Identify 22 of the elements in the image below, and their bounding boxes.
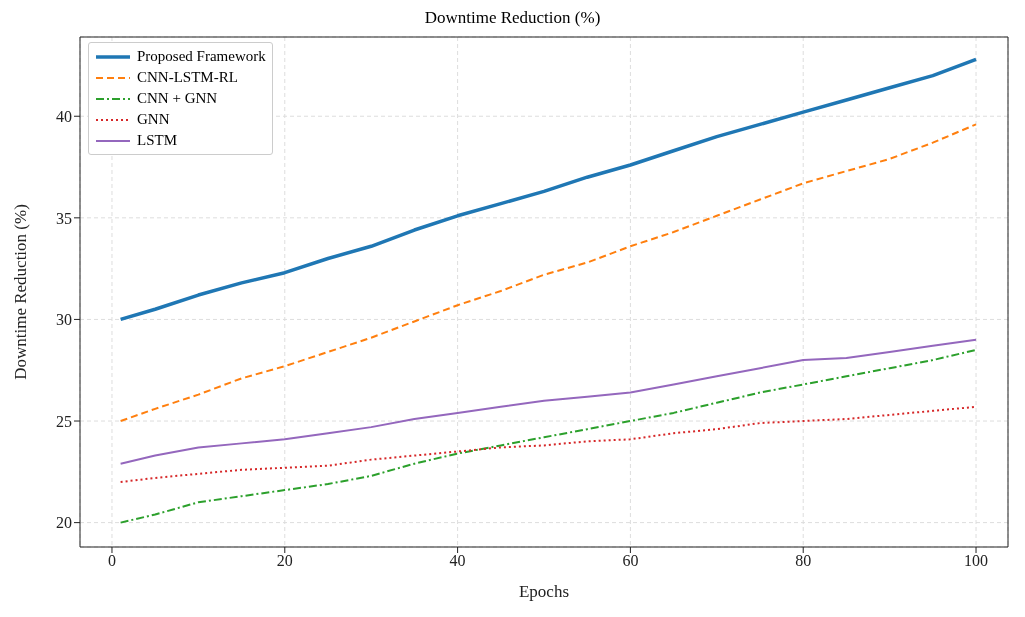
x-tick-label: 20: [276, 552, 293, 570]
legend-label: LSTM: [137, 132, 178, 149]
x-tick-label: 40: [449, 552, 466, 570]
line-series: [119, 123, 978, 423]
chart-title: Downtime Reduction (%): [423, 8, 602, 29]
x-tick-label: 100: [964, 552, 989, 570]
x-tick-label: 0: [107, 552, 116, 570]
y-axis-title: Downtime Reduction (%): [11, 204, 31, 380]
y-tick-label: 20: [56, 514, 72, 532]
y-tick-label: 35: [56, 209, 72, 227]
legend-label: CNN + GNN: [137, 90, 218, 107]
x-axis-title: Epochs: [518, 582, 570, 601]
legend-label: GNN: [137, 111, 170, 128]
y-tick-label: 25: [56, 412, 72, 430]
line-series: [119, 348, 978, 524]
legend-label: Proposed Framework: [137, 48, 266, 65]
y-tick-label: 30: [56, 311, 72, 329]
legend-label: CNN-LSTM-RL: [137, 69, 238, 86]
x-tick-label: 80: [795, 552, 812, 570]
y-tick-label: 40: [56, 107, 72, 125]
line-series: [119, 338, 978, 465]
x-tick-label: 60: [622, 552, 639, 570]
